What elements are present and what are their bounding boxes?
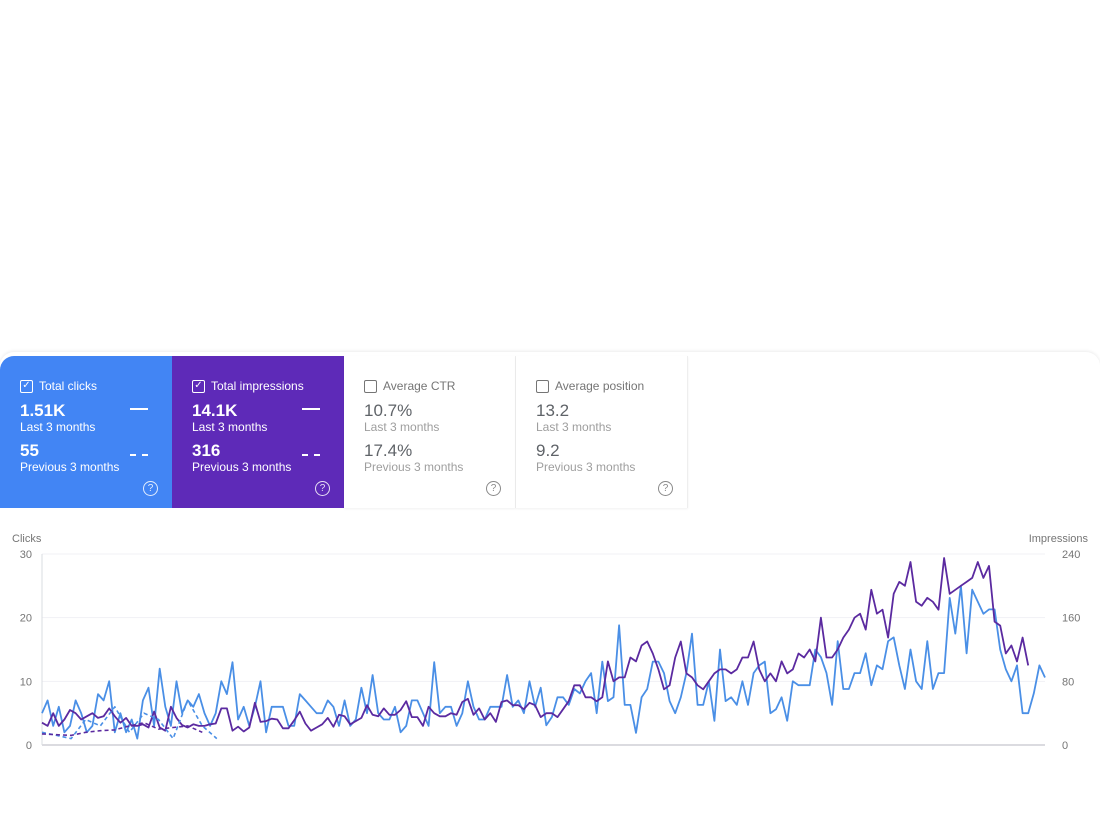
card-previous-value: 55 (20, 441, 39, 460)
right-axis-label: Impressions (1029, 533, 1089, 545)
metric-cards: ✓ Total clicks 1.51K Last 3 months 55 Pre… (0, 356, 688, 508)
card-previous-label: Previous 3 months (364, 460, 464, 474)
card-current-label: Last 3 months (364, 420, 440, 434)
card-previous-label: Previous 3 months (192, 460, 292, 474)
card-label: Average CTR (383, 379, 456, 393)
performance-chart: Clicks Impressions 0 0 10 80 20 160 30 240 (12, 533, 1089, 752)
help-circle-icon[interactable]: ? (486, 481, 501, 496)
card-current-label: Last 3 months (536, 420, 612, 434)
card-total-impressions[interactable]: ✓ Total impressions 14.1K Last 3 months 3… (172, 356, 344, 508)
series-line-2 (41, 699, 218, 740)
card-previous-label: Previous 3 months (536, 460, 636, 474)
card-previous-label: Previous 3 months (20, 460, 120, 474)
dashed-line-legend-icon (302, 454, 320, 456)
card-current-value: 10.7% (364, 401, 413, 420)
series-line-3 (41, 721, 203, 737)
checkbox-icon[interactable] (536, 379, 549, 393)
card-current-value: 14.1K (192, 401, 238, 420)
checkbox-icon[interactable]: ✓ (192, 379, 205, 393)
help-circle-icon[interactable]: ? (143, 481, 158, 496)
card-previous-value: 17.4% (364, 441, 413, 460)
card-label: Average position (555, 379, 645, 393)
help-circle-icon[interactable]: ? (658, 481, 673, 496)
solid-line-legend-icon (302, 408, 320, 410)
help-circle-icon[interactable]: ? (315, 481, 330, 496)
right-tick-label: 0 (1062, 740, 1068, 752)
card-average-ctr[interactable]: Average CTR 10.7% Last 3 months 17.4% Pr… (344, 356, 516, 508)
left-tick-label: 10 (20, 676, 32, 688)
right-tick-label: 240 (1062, 549, 1080, 561)
dashed-line-legend-icon (130, 454, 148, 456)
checkbox-icon[interactable] (364, 379, 377, 393)
left-axis-label: Clicks (12, 533, 42, 545)
card-current-value: 13.2 (536, 401, 570, 420)
left-tick-label: 0 (26, 740, 32, 752)
card-total-clicks[interactable]: ✓ Total clicks 1.51K Last 3 months 55 Pre… (0, 356, 172, 508)
left-tick-label: 20 (20, 613, 32, 625)
solid-line-legend-icon (130, 408, 148, 410)
card-previous-value: 9.2 (536, 441, 560, 460)
checkbox-icon[interactable]: ✓ (20, 379, 33, 393)
right-tick-label: 80 (1062, 676, 1074, 688)
left-tick-label: 30 (20, 549, 32, 561)
right-tick-label: 160 (1062, 613, 1080, 625)
card-previous-value: 316 (192, 441, 221, 460)
card-current-label: Last 3 months (20, 420, 96, 434)
card-current-label: Last 3 months (192, 420, 268, 434)
card-label: Total impressions (211, 379, 304, 393)
card-label: Total clicks (39, 379, 98, 393)
card-average-position[interactable]: Average position 13.2 Last 3 months 9.2 … (516, 356, 688, 508)
card-current-value: 1.51K (20, 401, 66, 420)
series-line-1 (41, 557, 1030, 733)
